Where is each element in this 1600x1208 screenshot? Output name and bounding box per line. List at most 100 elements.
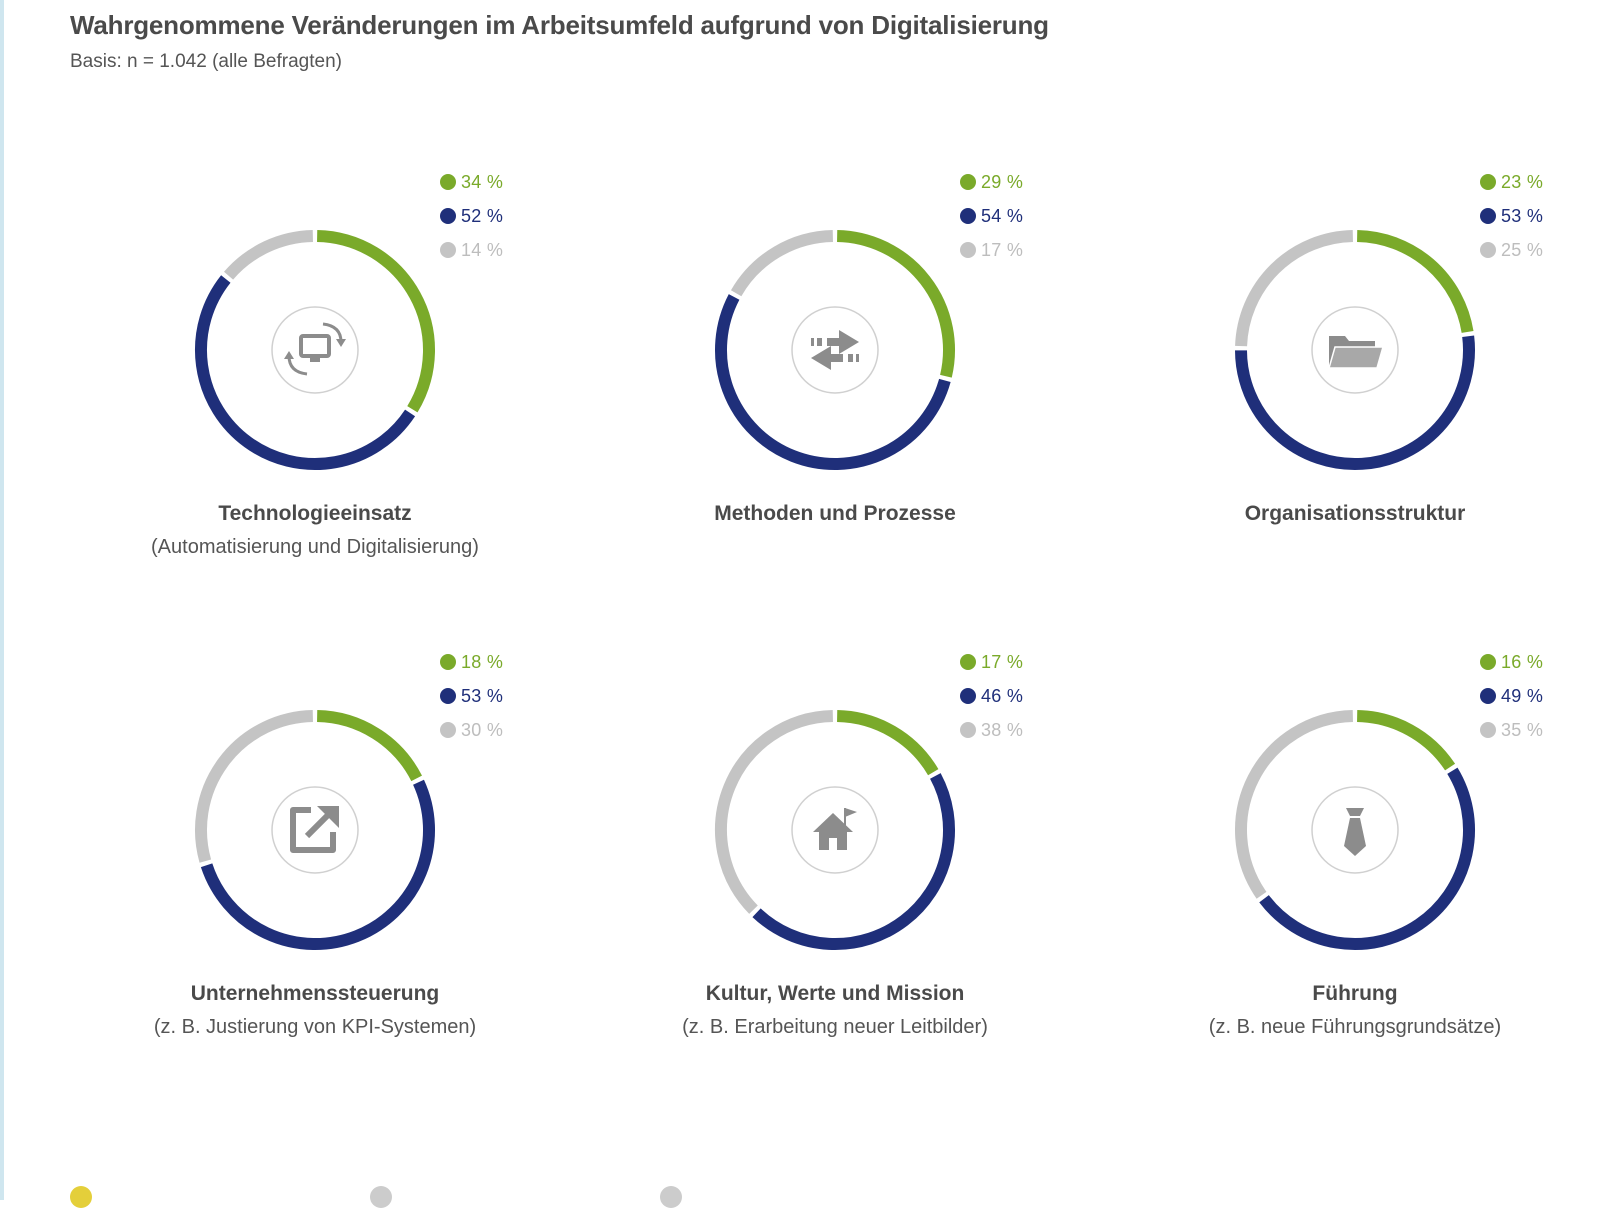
donut-segment-green bbox=[837, 230, 955, 378]
panel-sublabel: (Automatisierung und Digitalisierung) bbox=[151, 536, 479, 558]
donut-chart bbox=[194, 230, 435, 471]
donut-value-legend: 18 % 53 % 30 % bbox=[440, 645, 503, 747]
donut-chart bbox=[715, 710, 955, 951]
donut-segment-green bbox=[1356, 710, 1456, 771]
donut-value-legend: 29 % 54 % 17 % bbox=[960, 165, 1023, 267]
donut-segment-green bbox=[1356, 230, 1474, 333]
value-label: 17 % bbox=[981, 239, 1024, 260]
frame-border bbox=[0, 0, 4, 1200]
legend-value-green: 29 % bbox=[960, 165, 1023, 199]
legend-dot bbox=[960, 654, 976, 670]
value-label: 25 % bbox=[1501, 239, 1544, 260]
legend-value-gray: 17 % bbox=[960, 233, 1023, 267]
value-label: 52 % bbox=[461, 205, 504, 226]
legend-dot bbox=[960, 208, 976, 224]
value-label: 14 % bbox=[461, 239, 504, 260]
legend-dot bbox=[960, 174, 976, 190]
donut-segment-navy bbox=[194, 275, 416, 471]
value-label: 17 % bbox=[981, 651, 1024, 672]
value-label: 16 % bbox=[1501, 651, 1544, 672]
panel-label: Kultur, Werte und Mission bbox=[705, 982, 965, 1005]
donut-chart bbox=[1235, 230, 1475, 471]
external-link-icon bbox=[271, 786, 359, 874]
donut-segment-navy bbox=[715, 294, 951, 470]
donut-chart bbox=[1235, 710, 1476, 950]
legend-value-green: 23 % bbox=[1480, 165, 1543, 199]
legend-value-navy: 52 % bbox=[440, 199, 503, 233]
legend-value-green: 34 % bbox=[440, 165, 503, 199]
donut-chart bbox=[195, 710, 435, 950]
donut-panel: 34 % 52 % 14 % Technologieeinsatz (Automatis… bbox=[55, 150, 575, 630]
legend-value-gray: 14 % bbox=[440, 233, 503, 267]
value-label: 53 % bbox=[461, 685, 504, 706]
legend-dot bbox=[960, 242, 976, 258]
panel-sublabel: (z. B. Erarbeitung neuer Leitbilder) bbox=[682, 1016, 988, 1038]
legend-value-gray: 25 % bbox=[1480, 233, 1543, 267]
legend-value-green: 18 % bbox=[440, 645, 503, 679]
legend-dot bbox=[960, 722, 976, 738]
donut-panel: 16 % 49 % 35 % Führung (z. B. neue Führungsg… bbox=[1095, 630, 1600, 1110]
panel-label: Unternehmenssteuerung bbox=[190, 982, 440, 1005]
value-label: 23 % bbox=[1501, 171, 1544, 192]
donut-chart bbox=[715, 230, 955, 470]
panel-sublabel: (z. B. Justierung von KPI-Systemen) bbox=[153, 1016, 477, 1038]
legend-value-navy: 49 % bbox=[1480, 679, 1543, 713]
monitor-sync-icon bbox=[271, 306, 359, 394]
legend-dot bbox=[440, 174, 456, 190]
donut-segment-green bbox=[316, 710, 422, 782]
legend-value-navy: 46 % bbox=[960, 679, 1023, 713]
donut-segment-navy bbox=[200, 779, 435, 950]
legend-dot-navy bbox=[370, 1186, 392, 1208]
donut-panel: 29 % 54 % 17 % Methoden und Prozesse bbox=[575, 150, 1095, 630]
legend-strip-cropped bbox=[70, 1186, 770, 1208]
donut-value-legend: 16 % 49 % 35 % bbox=[1480, 645, 1543, 747]
legend-dot bbox=[1480, 242, 1496, 258]
donut-segment-navy bbox=[1259, 767, 1476, 950]
donut-panel: 17 % 46 % 38 % Kultur, Werte und Mission (z.… bbox=[575, 630, 1095, 1110]
panel-label: Organisationsstruktur bbox=[1244, 502, 1466, 525]
donut-value-legend: 23 % 53 % 25 % bbox=[1480, 165, 1543, 267]
value-label: 18 % bbox=[461, 651, 504, 672]
value-label: 49 % bbox=[1501, 685, 1544, 706]
legend-dot bbox=[960, 688, 976, 704]
donut-panel: 23 % 53 % 25 % Organisationsstruktur bbox=[1095, 150, 1600, 630]
panel-label: Technologieeinsatz bbox=[218, 502, 412, 525]
donut-segment-gray bbox=[730, 230, 834, 297]
legend-value-green: 17 % bbox=[960, 645, 1023, 679]
chart-subtitle: Basis: n = 1.042 (alle Befragten) bbox=[70, 51, 342, 72]
donut-segment-gray bbox=[715, 710, 833, 914]
legend-value-navy: 53 % bbox=[440, 679, 503, 713]
legend-dot-green bbox=[70, 1186, 92, 1208]
donut-segment-green bbox=[836, 710, 939, 776]
exchange-arrows-icon bbox=[791, 306, 879, 394]
donut-value-legend: 34 % 52 % 14 % bbox=[440, 165, 503, 267]
value-label: 35 % bbox=[1501, 719, 1544, 740]
legend-dot bbox=[1480, 654, 1496, 670]
donut-value-legend: 17 % 46 % 38 % bbox=[960, 645, 1023, 747]
legend-value-gray: 35 % bbox=[1480, 713, 1543, 747]
donut-panel: 18 % 53 % 30 % Unternehmenssteuerung (z. B. … bbox=[55, 630, 575, 1110]
legend-dot bbox=[440, 654, 456, 670]
panel-sublabel: (z. B. neue Führungsgrundsätze) bbox=[1208, 1016, 1502, 1038]
value-label: 46 % bbox=[981, 685, 1024, 706]
house-flag-icon bbox=[791, 786, 879, 874]
folder-icon bbox=[1311, 306, 1399, 394]
legend-value-gray: 38 % bbox=[960, 713, 1023, 747]
legend-value-green: 16 % bbox=[1480, 645, 1543, 679]
legend-value-navy: 54 % bbox=[960, 199, 1023, 233]
value-label: 54 % bbox=[981, 205, 1024, 226]
chart-title: Wahrgenommene Veränderungen im Arbeitsum… bbox=[70, 10, 1049, 40]
donut-segment-gray bbox=[195, 710, 313, 863]
donut-segment-green bbox=[317, 230, 435, 413]
donut-segment-gray bbox=[1235, 230, 1354, 347]
panel-label: Methoden und Prozesse bbox=[714, 502, 956, 525]
donut-segment-gray bbox=[224, 230, 314, 280]
legend-value-navy: 53 % bbox=[1480, 199, 1543, 233]
legend-dot bbox=[1480, 174, 1496, 190]
legend-dot bbox=[1480, 208, 1496, 224]
value-label: 34 % bbox=[461, 171, 504, 192]
value-label: 30 % bbox=[461, 719, 504, 740]
legend-dot bbox=[1480, 722, 1496, 738]
legend-dot bbox=[1480, 688, 1496, 704]
legend-dot-gray bbox=[660, 1186, 682, 1208]
